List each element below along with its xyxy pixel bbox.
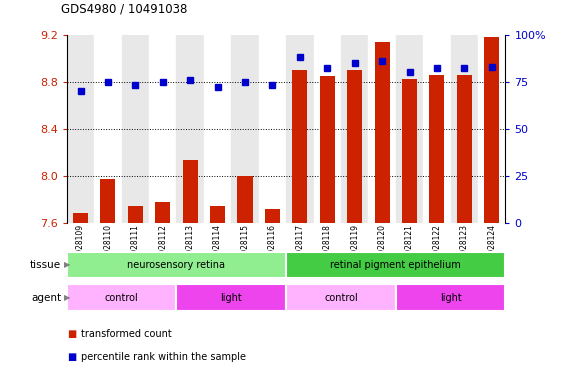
- Text: tissue: tissue: [30, 260, 61, 270]
- Text: agent: agent: [31, 293, 61, 303]
- Bar: [259, 35, 286, 223]
- Text: GDS4980 / 10491038: GDS4980 / 10491038: [61, 2, 188, 15]
- Bar: [347, 70, 362, 223]
- Bar: [451, 35, 478, 223]
- Bar: [320, 76, 335, 223]
- Text: retinal pigment epithelium: retinal pigment epithelium: [331, 260, 461, 270]
- Bar: [149, 35, 177, 223]
- Text: control: control: [105, 293, 138, 303]
- Bar: [341, 35, 368, 223]
- Bar: [429, 74, 444, 223]
- Bar: [73, 214, 88, 223]
- Text: ■: ■: [67, 352, 76, 362]
- Bar: [231, 35, 259, 223]
- Bar: [238, 176, 253, 223]
- Text: ▶: ▶: [64, 293, 70, 302]
- Text: neurosensory retina: neurosensory retina: [127, 260, 225, 270]
- Bar: [121, 35, 149, 223]
- Bar: [396, 35, 423, 223]
- Bar: [155, 202, 170, 223]
- Bar: [204, 35, 231, 223]
- Text: light: light: [220, 293, 242, 303]
- Bar: [478, 35, 505, 223]
- Bar: [375, 41, 390, 223]
- Text: transformed count: transformed count: [81, 329, 172, 339]
- Text: control: control: [324, 293, 358, 303]
- Bar: [67, 35, 94, 223]
- Bar: [128, 206, 143, 223]
- Bar: [292, 70, 307, 223]
- Bar: [314, 35, 341, 223]
- Bar: [101, 179, 116, 223]
- Bar: [286, 35, 314, 223]
- Bar: [210, 206, 225, 223]
- Bar: [368, 35, 396, 223]
- Bar: [484, 37, 499, 223]
- Text: ▶: ▶: [64, 260, 70, 270]
- Text: ■: ■: [67, 329, 76, 339]
- Bar: [457, 74, 472, 223]
- Text: percentile rank within the sample: percentile rank within the sample: [81, 352, 246, 362]
- Bar: [94, 35, 121, 223]
- Bar: [423, 35, 451, 223]
- Bar: [177, 35, 204, 223]
- Bar: [265, 209, 280, 223]
- Text: light: light: [440, 293, 461, 303]
- Bar: [402, 79, 417, 223]
- Bar: [182, 161, 198, 223]
